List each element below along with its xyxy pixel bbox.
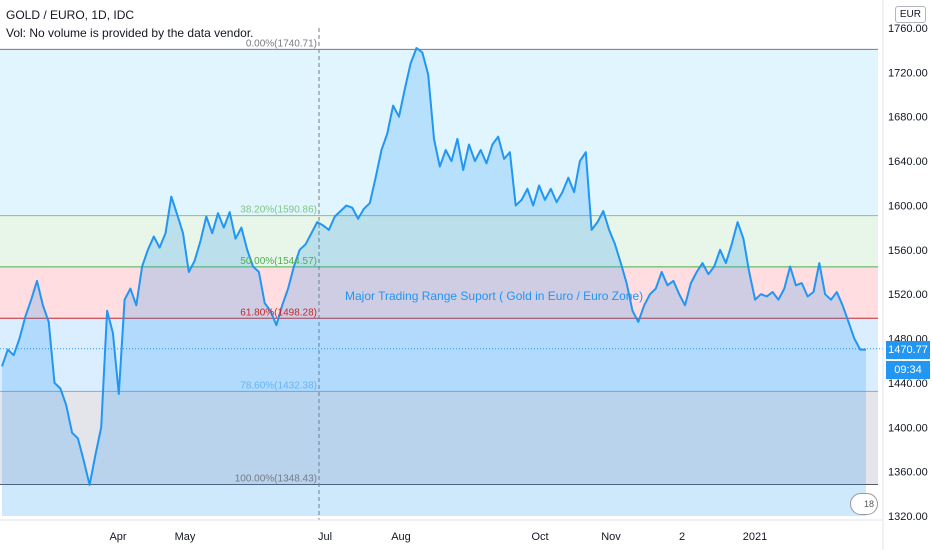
y-tick-label: 1600.00 [888, 200, 928, 212]
fib-label-2: 50.00%(1544.57) [240, 256, 317, 267]
y-tick-label: 1320.00 [888, 511, 928, 523]
y-tick-label: 1640.00 [888, 156, 928, 168]
fib-label-3: 61.80%(1498.28) [240, 307, 317, 318]
x-tick-label: Nov [601, 531, 621, 543]
fib-zone-fills [0, 49, 878, 485]
chart-annotation: Major Trading Range Suport ( Gold in Eur… [345, 289, 644, 303]
x-tick-label: Jul [318, 531, 332, 543]
fib-zone-2 [0, 266, 878, 319]
price-area [2, 48, 866, 516]
countdown-badge: 09:34 [886, 361, 930, 379]
x-tick-label: 2 [679, 531, 685, 543]
y-tick-label: 1440.00 [888, 378, 928, 390]
x-tick-label: 2021 [743, 531, 767, 543]
price-axis[interactable]: 1320.001360.001400.001440.001480.001520.… [888, 23, 928, 523]
y-tick-label: 1360.00 [888, 467, 928, 479]
fib-level-labels: 0.00%(1740.71) 38.20%(1590.86) 50.00%(1544… [235, 38, 317, 484]
currency-button[interactable]: EUR [894, 6, 926, 23]
fib-label-4: 78.60%(1432.38) [240, 380, 317, 391]
y-tick-label: 1520.00 [888, 289, 928, 301]
x-tick-label: May [175, 531, 196, 543]
price-series-line [1, 47, 866, 486]
volume-note: Vol: No volume is provided by the data v… [6, 26, 254, 40]
x-tick-label: Oct [531, 531, 548, 543]
events-badge[interactable]: 18 [850, 493, 878, 515]
time-axis[interactable]: Apr May Jul Aug Oct Nov 2 2021 [109, 531, 767, 543]
y-tick-label: 1720.00 [888, 67, 928, 79]
fib-label-1: 38.20%(1590.86) [240, 205, 317, 216]
fib-level-lines [0, 48, 878, 485]
last-price-badge: 1470.77 [886, 341, 930, 359]
x-tick-label: Apr [109, 531, 126, 543]
y-tick-label: 1760.00 [888, 23, 928, 35]
fib-label-5: 100.00%(1348.43) [235, 473, 317, 484]
x-tick-label: Aug [391, 531, 411, 543]
y-tick-label: 1560.00 [888, 245, 928, 257]
fib-zone-3 [0, 318, 878, 392]
chart-title: GOLD / EURO, 1D, IDC [6, 8, 135, 22]
fib-zone-4 [0, 391, 878, 485]
y-tick-label: 1400.00 [888, 422, 928, 434]
y-tick-label: 1680.00 [888, 112, 928, 124]
fib-zone-0 [0, 49, 878, 216]
fib-label-0: 0.00%(1740.71) [246, 38, 317, 49]
